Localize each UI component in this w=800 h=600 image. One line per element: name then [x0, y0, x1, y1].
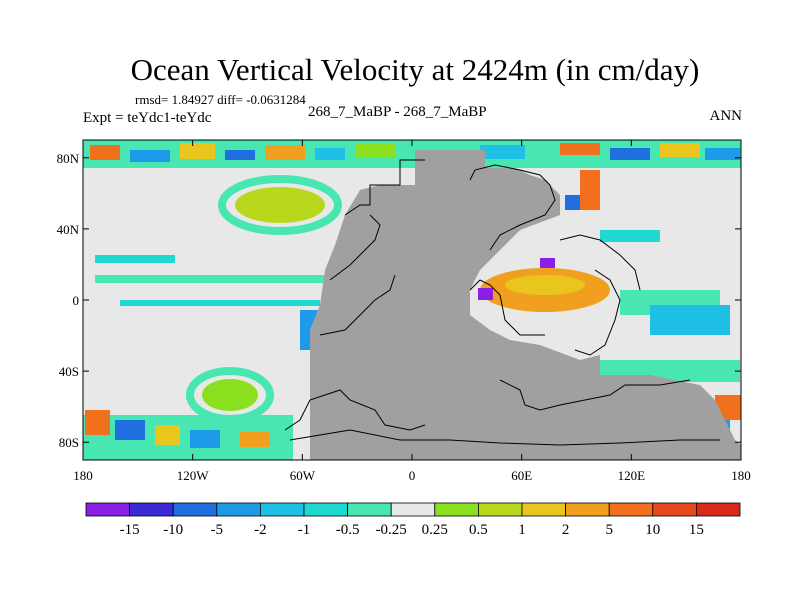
patch [480, 145, 525, 159]
coast-line [284, 389, 426, 431]
patch [190, 430, 220, 448]
colorbar-label: -10 [163, 522, 183, 538]
colorbar-swatch [696, 502, 741, 517]
patch [120, 300, 320, 306]
patch [355, 143, 395, 158]
patch [580, 170, 600, 210]
coast-line [499, 379, 691, 411]
patch [600, 230, 660, 242]
patch [560, 143, 600, 155]
x-tick-label: 180 [73, 468, 93, 483]
colorbar-label: -0.5 [336, 522, 360, 538]
colorbar-swatch [521, 502, 566, 517]
coast-line [469, 164, 556, 251]
patch [265, 145, 305, 160]
experiment-label: Expt = teYdc1-teYdc [83, 110, 212, 126]
y-tick-label: 40S [59, 364, 79, 379]
patch [95, 275, 325, 283]
colorbar: -15 -10 -5 -2 -1 -0.5 -0.25 0.25 0.5 1 2 5 10 15 [85, 502, 741, 538]
colorbar-label: 1 [518, 522, 526, 538]
colorbar-label: -0.25 [376, 522, 407, 538]
y-tick-label: 40N [57, 222, 80, 237]
patch [540, 258, 555, 268]
colorbar-swatch [565, 502, 610, 517]
colorbar-label: 0.5 [469, 522, 488, 538]
colorbar-label: 0.25 [422, 522, 448, 538]
x-tick-label: 0 [409, 468, 416, 483]
y-tick-label: 0 [73, 293, 80, 308]
patch [650, 305, 730, 335]
y-tick-label: 80N [57, 151, 80, 166]
colorbar-swatch [216, 502, 261, 517]
patch [95, 255, 175, 263]
colorbar-swatch [477, 502, 523, 517]
patch [155, 425, 180, 445]
coast-line [344, 159, 425, 216]
colorbar-label: 15 [689, 522, 704, 538]
colorbar-label: -5 [211, 522, 224, 538]
patch [505, 275, 585, 295]
patch [315, 148, 345, 160]
coastlines [284, 159, 720, 446]
coast-line [319, 274, 396, 336]
colorbar-swatch [303, 502, 348, 517]
colorbar-swatch [85, 502, 130, 517]
colorbar-swatch [347, 502, 392, 517]
coast-line [559, 234, 641, 291]
colorbar-label: -2 [254, 522, 267, 538]
x-tick-label: 120W [177, 468, 210, 483]
season-label: ANN [709, 108, 743, 124]
colorbar-label: 2 [562, 522, 570, 538]
center-label: 268_7_MaBP - 268_7_MaBP [308, 104, 487, 120]
coast-line [329, 214, 381, 281]
patch [90, 145, 120, 160]
patch [565, 195, 580, 210]
patch [225, 150, 255, 160]
land-mass [310, 150, 741, 460]
colorbar-label: 5 [605, 522, 613, 538]
patch [660, 143, 700, 157]
colorbar-label: -1 [298, 522, 311, 538]
patch [478, 288, 493, 300]
patch [240, 432, 270, 447]
patch [85, 410, 110, 435]
colorbar-swatch [259, 502, 305, 517]
coast-line [469, 279, 545, 336]
colorbar-label: 10 [645, 522, 660, 538]
colorbar-swatch [390, 502, 436, 517]
colorbar-swatch [172, 502, 218, 517]
coast-line [574, 269, 621, 356]
colorbar-swatch [434, 502, 479, 517]
x-tick-label: 120E [618, 468, 646, 483]
x-tick-label: 180 [731, 468, 751, 483]
patch [235, 187, 325, 223]
stats-label: rmsd= 1.84927 diff= -0.0631284 [135, 92, 306, 107]
colorbar-swatch [129, 502, 174, 517]
patch [115, 420, 145, 440]
patch [218, 175, 342, 235]
x-tick-label: 60E [511, 468, 532, 483]
chart-title: Ocean Vertical Velocity at 2424m (in cm/… [130, 52, 700, 87]
axis-ticks: 180 120W 60W 0 60E 120E 180 80N 40N 0 40S 80S [57, 140, 751, 483]
patch [610, 148, 650, 160]
colorbar-swatch [608, 502, 654, 517]
patch [130, 150, 170, 162]
patch [705, 148, 740, 160]
x-tick-label: 60W [290, 468, 316, 483]
colorbar-label: -15 [120, 522, 140, 538]
coast-line [289, 429, 720, 446]
patch [202, 379, 258, 411]
y-tick-label: 80S [59, 435, 79, 450]
colorbar-swatch [652, 502, 697, 517]
patch [180, 143, 215, 159]
